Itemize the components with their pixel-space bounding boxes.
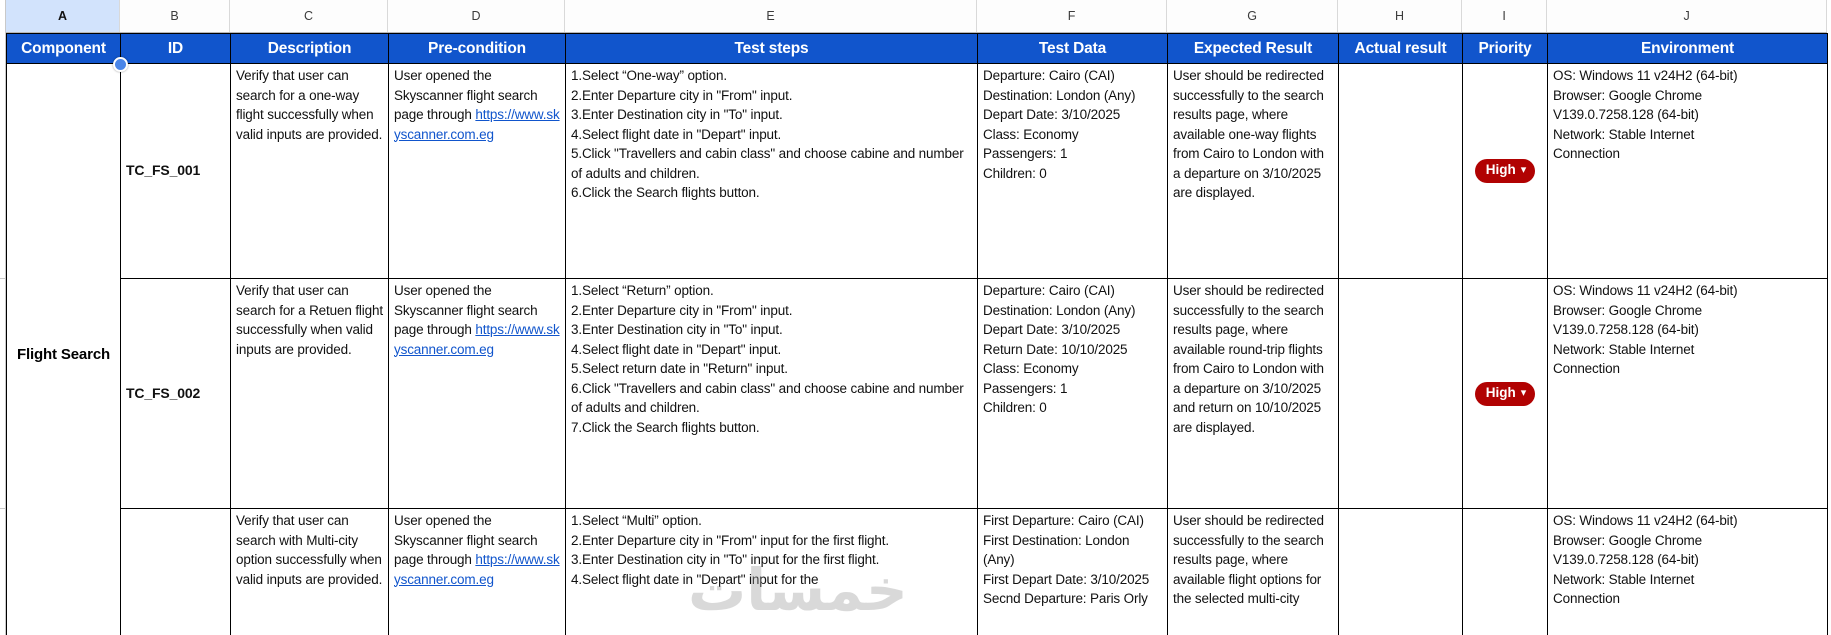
environment-cell[interactable]: OS: Windows 11 v24H2 (64-bit) Browser: G… — [1547, 278, 1828, 509]
precondition-cell[interactable]: User opened the Skyscanner flight search… — [388, 508, 566, 635]
column-header-j[interactable]: J — [1547, 0, 1827, 32]
test-data-cell[interactable]: First Departure: Cairo (CAI) First Desti… — [977, 508, 1168, 635]
priority-cell[interactable]: High — [1462, 278, 1548, 509]
expected-result-cell[interactable]: User should be redirected successfully t… — [1167, 278, 1339, 509]
priority-cell[interactable] — [1462, 508, 1548, 635]
column-header-strip: A B C D E F G H I J — [6, 0, 1827, 33]
environment-cell[interactable]: OS: Windows 11 v24H2 (64-bit) Browser: G… — [1547, 508, 1828, 635]
precondition-link[interactable]: https://www.skyscanner.com.eg — [394, 322, 560, 357]
column-header-f[interactable]: F — [977, 0, 1167, 32]
actual-result-cell[interactable] — [1338, 278, 1463, 509]
precondition-text: User opened the Skyscanner flight search… — [394, 68, 538, 122]
test-steps-cell[interactable]: 1.Select “One-way” option. 2.Enter Depar… — [565, 63, 978, 279]
table-header-row: Component ID Description Pre-condition T… — [6, 33, 1828, 64]
column-header-a[interactable]: A — [6, 0, 120, 32]
priority-dropdown[interactable]: High — [1474, 159, 1536, 183]
table-row: TC_FS_002 Verify that user can search fo… — [7, 278, 1828, 509]
header-id[interactable]: ID — [120, 33, 231, 64]
precondition-text: User opened the Skyscanner flight search… — [394, 513, 538, 567]
id-cell[interactable] — [120, 508, 231, 635]
precondition-link[interactable]: https://www.skyscanner.com.eg — [394, 107, 560, 142]
column-header-d[interactable]: D — [388, 0, 565, 32]
header-environment[interactable]: Environment — [1547, 33, 1828, 64]
row-divider-tick — [0, 278, 6, 279]
column-header-e[interactable]: E — [565, 0, 977, 32]
precondition-link[interactable]: https://www.skyscanner.com.eg — [394, 552, 560, 587]
header-expected-result[interactable]: Expected Result — [1167, 33, 1339, 64]
header-test-steps[interactable]: Test steps — [565, 33, 978, 64]
selection-handle[interactable] — [113, 57, 128, 72]
test-data-cell[interactable]: Departure: Cairo (CAI) Destination: Lond… — [977, 278, 1168, 509]
component-label: Flight Search — [16, 346, 111, 363]
header-precondition[interactable]: Pre-condition — [388, 33, 566, 64]
header-priority[interactable]: Priority — [1462, 33, 1548, 64]
environment-cell[interactable]: OS: Windows 11 v24H2 (64-bit) Browser: G… — [1547, 63, 1828, 279]
table-row: Flight Search TC_FS_001 Verify that user… — [6, 63, 1828, 635]
description-cell[interactable]: Verify that user can search for a Retuen… — [230, 278, 389, 509]
column-header-c[interactable]: C — [230, 0, 388, 32]
priority-cell[interactable]: High — [1462, 63, 1548, 279]
expected-result-cell[interactable]: User should be redirected successfully t… — [1167, 63, 1339, 279]
actual-result-cell[interactable] — [1338, 63, 1463, 279]
row-divider-tick — [0, 508, 6, 509]
description-cell[interactable]: Verify that user can search for a one-wa… — [230, 63, 389, 279]
precondition-cell[interactable]: User opened the Skyscanner flight search… — [388, 278, 566, 509]
priority-dropdown[interactable]: High — [1474, 381, 1536, 406]
component-cell[interactable]: Flight Search — [6, 63, 121, 635]
test-steps-cell[interactable]: 1.Select “Return” option. 2.Enter Depart… — [565, 278, 978, 509]
test-data-cell[interactable]: Departure: Cairo (CAI) Destination: Lond… — [977, 63, 1168, 279]
header-test-data[interactable]: Test Data — [977, 33, 1168, 64]
column-header-g[interactable]: G — [1167, 0, 1338, 32]
column-header-h[interactable]: H — [1338, 0, 1462, 32]
expected-result-cell[interactable]: User should be redirected successfully t… — [1167, 508, 1339, 635]
id-cell[interactable]: TC_FS_002 — [120, 278, 231, 509]
test-steps-cell[interactable]: 1.Select “Multi” option. 2.Enter Departu… — [565, 508, 978, 635]
header-description[interactable]: Description — [230, 33, 389, 64]
column-header-i[interactable]: I — [1462, 0, 1547, 32]
row-gutter — [0, 0, 6, 635]
test-case-table: Component ID Description Pre-condition T… — [6, 33, 1828, 635]
table-row: Verify that user can search with Multi-c… — [7, 508, 1828, 635]
description-cell[interactable]: Verify that user can search with Multi-c… — [230, 508, 389, 635]
precondition-cell[interactable]: User opened the Skyscanner flight search… — [388, 63, 566, 279]
actual-result-cell[interactable] — [1338, 508, 1463, 635]
column-header-b[interactable]: B — [120, 0, 230, 32]
id-cell[interactable]: TC_FS_001 — [120, 63, 231, 279]
header-actual-result[interactable]: Actual result — [1338, 33, 1463, 64]
header-component[interactable]: Component — [6, 33, 121, 64]
precondition-text: User opened the Skyscanner flight search… — [394, 283, 538, 337]
